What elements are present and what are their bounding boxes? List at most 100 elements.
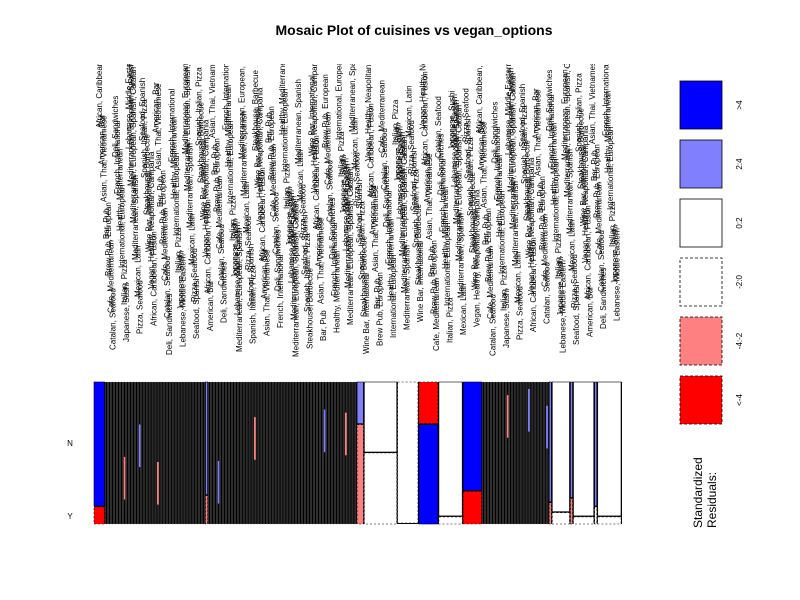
column-label: Seafood, Spanish (518, 84, 527, 147)
column-label: African, Caribbean, Fusion (421, 71, 430, 166)
column-label: Japanese, Sushi (393, 123, 402, 182)
column-label: Spanish, Italian, Pizza (303, 233, 312, 312)
mosaic-thin-tile (220, 381, 223, 525)
column-label: Bar, Pub (319, 310, 328, 341)
column-label: Pizza, Seafood (570, 254, 579, 308)
mosaic-thin-tile (482, 381, 485, 525)
mosaic-tile-n (548, 381, 552, 502)
mosaic-thin-tile (329, 381, 332, 525)
mosaic-thin-tile (536, 381, 539, 525)
column-label: Cafe, Mediterranean (486, 246, 495, 319)
column-label: Mediterranean, European, Spanish, Catala… (346, 169, 355, 325)
column-label: Catalan, Seafood (434, 96, 443, 158)
mosaic-thin-tile-residual (323, 409, 326, 453)
mosaic-thin-tile (509, 381, 512, 525)
column-label: Seafood, Spanish (301, 212, 310, 275)
column-label: Bar, Pub (265, 112, 274, 143)
column-label: Healthy, Mediterranean (115, 148, 124, 231)
mosaic-thin-tile (350, 381, 353, 525)
column-label: Healthy, Mediterranean (387, 218, 396, 301)
column-label: Pizza, Seafood (244, 216, 253, 270)
column-label: American, Bar (531, 88, 540, 139)
mosaic-thin-tile (518, 381, 521, 525)
column-label: Deli, Sandwiches (328, 198, 337, 259)
legend-label: 2:4 (735, 158, 744, 170)
mosaic-thin-tile (238, 381, 241, 525)
column-label: Mexican, Latin (513, 251, 522, 303)
column-label: Mediterranean, European, Spanish (127, 62, 136, 186)
mosaic-tile-y (597, 516, 622, 525)
mosaic-thin-tile (132, 381, 135, 525)
column-label: Pizza, Seafood (353, 152, 362, 206)
legend-label: >4 (735, 100, 744, 110)
column-label: Cafe, Mediterranean (106, 240, 115, 313)
column-label: Mediterranean, Spanish (294, 79, 303, 164)
mosaic-thin-tile (190, 381, 193, 525)
column-label: Deli, Sandwiches (491, 102, 500, 163)
column-label: Bar, Pub (373, 278, 382, 309)
mosaic-thin-tile (211, 381, 214, 525)
column-label: Mexican, Latin (188, 213, 197, 265)
column-label: Spanish, Italian, Pizza (466, 137, 475, 216)
mosaic-thin-tile (175, 381, 178, 525)
column-label: International, European (335, 57, 344, 140)
mosaic-thin-tile (244, 381, 247, 525)
column-label: Mexican, Latin (405, 85, 414, 137)
column-label: Vegan, Healthy, Neapolitan, Campania (201, 119, 210, 257)
column-label: French, International (601, 62, 610, 136)
legend-title-line1: Standardized (691, 457, 705, 528)
column-label: Lebanese, Middle Eastern (287, 190, 296, 283)
mosaic-thin-tile (226, 381, 229, 525)
column-label: Mediterranean, Spanish (565, 149, 574, 234)
mosaic-thin-tile (290, 381, 293, 525)
mosaic-tile-y (356, 424, 364, 525)
column-label: Italian, Pizza (228, 195, 237, 241)
column-label: Mexican, Latin (351, 117, 360, 169)
column-label: African, Caribbean, Fusion (529, 237, 538, 332)
column-label: Pizza, Seafood (190, 248, 199, 302)
column-label: French, International (222, 56, 231, 130)
column-label: African, Caribbean, Fusion (95, 33, 104, 128)
chart-title: Mosaic Plot of cuisines vs vegan_options (276, 22, 553, 38)
legend: >4 2:4 0:2 -2:0 -4:-2 <-4 (679, 80, 744, 425)
column-label: Mediterranean, European, Spanish, Catala… (563, 41, 572, 197)
mosaic-tile-n (418, 381, 439, 424)
mosaic-thin-tile (317, 381, 320, 525)
mosaic-thin-tile (314, 381, 317, 525)
mosaic-thin-tile (287, 381, 290, 525)
mosaic-tiles (93, 381, 622, 525)
column-label: Japanese, Sushi (611, 225, 620, 284)
column-label: Seafood, Spanish (247, 244, 256, 307)
column-label: Mediterranean, European, Spanish, Catala… (455, 105, 464, 261)
mosaic-thin-tile (214, 381, 217, 525)
column-label: Mexican, Latin (296, 149, 305, 201)
column-label: Brew Pub, European (158, 170, 167, 244)
column-label: Mediterranean, European, Spanish, Catala… (509, 73, 518, 229)
mosaic-thin-tile (117, 381, 120, 525)
column-label: Mediterranean, European, Spanish, Catala… (292, 201, 301, 357)
column-label: Deli, Sandwiches (111, 96, 120, 157)
mosaic-thin-tile (159, 381, 162, 525)
column-label: Wine Bar, International (362, 273, 371, 354)
mosaic-thin-tile (335, 381, 338, 525)
column-label: Wine Bar, International (308, 75, 317, 156)
mosaic-tile-y (570, 498, 573, 525)
column-label: Seafood, Spanish (138, 78, 147, 141)
mosaic-thin-tile (308, 381, 311, 525)
mosaic-thin-tile (293, 381, 296, 525)
column-label: Bar, Pub (536, 182, 545, 213)
column-label: Mexican, Latin (459, 283, 468, 335)
column-label: Brew Pub, European (321, 74, 330, 148)
column-label: Catalan, Seafood (109, 288, 118, 350)
column-label: Italian, Pizza (445, 297, 454, 343)
mosaic-thin-tile-residual (506, 395, 509, 438)
mosaic-thin-tile-residual (123, 456, 126, 500)
column-label: Lebanese, Middle Eastern (396, 126, 405, 219)
column-label: Mediterranean, European, Spanish (235, 228, 244, 352)
column-label: American, Bar (477, 120, 486, 171)
column-label: Spanish, Italian, Pizza (520, 105, 529, 184)
column-label: Lebanese, Middle Eastern (233, 222, 242, 315)
column-label: Catalan, Seafood (163, 256, 172, 318)
column-label: Catalan, Seafood (326, 160, 335, 222)
mosaic-thin-tile (546, 381, 549, 525)
